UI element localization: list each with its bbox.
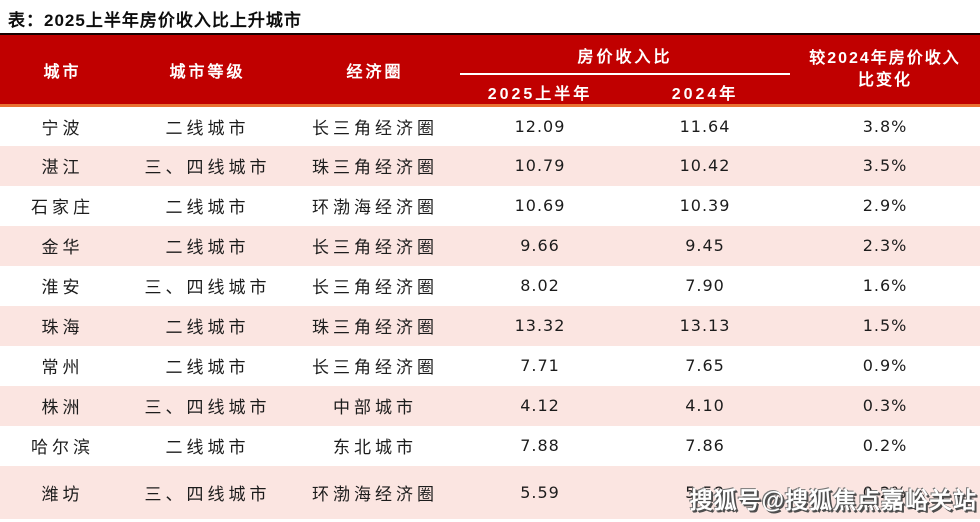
tier-cell: 二线城市 [165,358,250,377]
table-row: 宁波 二线城市 长三角经济圈 12.09 11.64 3.8% [0,105,980,146]
change-cell: 0.3% [862,396,908,415]
tier-cell: 二线城市 [165,438,250,457]
city-cell: 珠海 [41,318,84,337]
header-change-label: 较2024年房价收入 比变化 [809,49,961,89]
ratio-2025-cell: 5.59 [520,482,560,502]
tier-cell: 二线城市 [165,238,250,257]
city-cell: 淮安 [41,278,84,297]
city-cell: 金华 [41,238,84,257]
ratio-2025-cell: 10.79 [514,156,566,175]
city-cell: 潍坊 [41,484,84,504]
header-city: 城市 [0,34,125,107]
table-row: 常州 二线城市 长三角经济圈 7.71 7.65 0.9% [0,345,980,386]
city-cell: 株洲 [41,398,84,417]
ratio-2024-cell: 7.65 [685,356,725,375]
circle-cell: 中部城市 [333,398,417,417]
tier-cell: 二线城市 [165,318,250,337]
circle-cell: 长三角经济圈 [312,118,438,138]
table-header: 城市 城市等级 经济圈 房价收入比 较2024年房价收入 比变化 2025上半年… [0,34,980,107]
change-cell: 1.5% [862,316,908,335]
price-income-ratio-table: 城市 城市等级 经济圈 房价收入比 较2024年房价收入 比变化 2025上半年… [0,33,980,519]
tier-cell: 二线城市 [165,198,250,217]
ratio-2024-cell: 9.45 [685,236,725,255]
change-cell: 3.8% [862,116,908,136]
city-cell: 常州 [41,358,84,377]
change-cell: 0.2% [862,436,908,455]
change-cell: 1.6% [862,276,908,295]
table-row: 潍坊 三、四线城市 环渤海经济圈 5.59 5.58 0.2% [0,465,980,519]
change-cell: 2.3% [862,236,908,255]
city-cell: 哈尔滨 [31,438,94,457]
circle-cell: 环渤海经济圈 [312,484,438,504]
table-row: 石家庄 二线城市 环渤海经济圈 10.69 10.39 2.9% [0,185,980,226]
tier-cell: 三、四线城市 [144,278,271,297]
city-cell: 湛江 [41,158,84,177]
ratio-2024-cell: 7.86 [685,436,725,455]
header-2024: 2024年 [620,74,791,107]
table-row: 湛江 三、四线城市 珠三角经济圈 10.79 10.42 3.5% [0,145,980,186]
tier-cell: 三、四线城市 [144,484,271,504]
ratio-2025-cell: 12.09 [514,116,566,136]
ratio-2024-cell: 10.39 [679,196,731,215]
city-cell: 宁波 [41,118,84,138]
change-cell: 0.2% [862,482,908,502]
ratio-2024-cell: 4.10 [685,396,725,415]
sohu-watermark: 搜狐号@搜狐焦点嘉峪关站 [689,487,977,513]
circle-cell: 长三角经济圈 [312,278,438,297]
city-cell: 石家庄 [31,198,94,217]
table-body: 宁波 二线城市 长三角经济圈 12.09 11.64 3.8% 湛江 三、四线城… [0,105,980,519]
circle-cell: 东北城市 [333,438,417,457]
header-ratio-group: 房价收入比 [460,34,791,75]
ratio-2025-cell: 10.69 [514,196,566,215]
table-row: 淮安 三、四线城市 长三角经济圈 8.02 7.90 1.6% [0,265,980,306]
circle-cell: 珠三角经济圈 [312,318,438,337]
tier-cell: 二线城市 [165,118,250,138]
header-2025-h1: 2025上半年 [460,74,620,107]
ratio-2025-cell: 9.66 [520,236,560,255]
ratio-2024-cell: 11.64 [679,116,731,136]
tier-cell: 三、四线城市 [144,158,271,177]
tier-cell: 三、四线城市 [144,398,271,417]
ratio-2025-cell: 8.02 [520,276,560,295]
ratio-2025-cell: 4.12 [520,396,560,415]
table-row: 哈尔滨 二线城市 东北城市 7.88 7.86 0.2% [0,425,980,466]
change-cell: 2.9% [862,196,908,215]
table-row: 金华 二线城市 长三角经济圈 9.66 9.45 2.3% [0,225,980,266]
ratio-2025-cell: 7.71 [520,356,560,375]
header-change-vs-2024: 较2024年房价收入 比变化 [790,34,980,107]
ratio-2024-cell: 7.90 [685,276,725,295]
header-city-tier: 城市等级 [125,34,290,107]
ratio-2024-cell: 10.42 [679,156,731,175]
ratio-2024-cell: 5.58 [685,482,725,502]
ratio-2024-cell: 13.13 [679,316,731,335]
circle-cell: 长三角经济圈 [312,358,438,377]
circle-cell: 环渤海经济圈 [312,198,438,217]
change-cell: 0.9% [862,356,908,375]
ratio-2025-cell: 13.32 [514,316,566,335]
ratio-2025-cell: 7.88 [520,436,560,455]
circle-cell: 长三角经济圈 [312,238,438,257]
table-row: 株洲 三、四线城市 中部城市 4.12 4.10 0.3% [0,385,980,426]
page-title: 表：2025上半年房价收入比上升城市 [8,11,302,30]
circle-cell: 珠三角经济圈 [312,158,438,177]
header-economic-circle: 经济圈 [290,34,460,107]
change-cell: 3.5% [862,156,908,175]
table-row: 珠海 二线城市 珠三角经济圈 13.32 13.13 1.5% [0,305,980,346]
